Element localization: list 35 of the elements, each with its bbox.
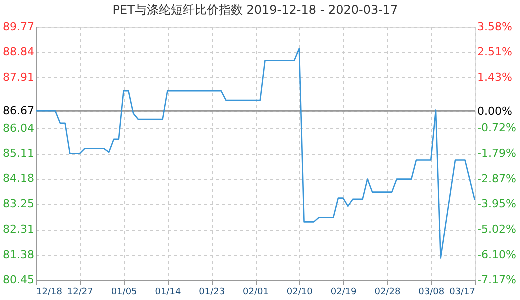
x-tick-label: 01/05 <box>111 288 138 298</box>
y2-tick-label: 0.00% <box>478 104 512 118</box>
y2-tick-label: -1.79% <box>478 146 516 160</box>
x-tick-label: 12/18 <box>36 288 63 298</box>
y-tick-label: 85.11 <box>3 147 34 160</box>
x-tick-label: 03/08 <box>418 288 445 298</box>
y-tick-label: 86.04 <box>3 122 34 135</box>
y-tick-label: 86.67 <box>3 104 34 118</box>
y-tick-label: 84.18 <box>3 172 34 186</box>
x-tick-label: 01/23 <box>199 288 226 298</box>
y-tick-label: 87.91 <box>3 70 34 84</box>
y2-tick-label: 2.51% <box>478 46 512 59</box>
chart-title: PET与涤纶短纤比价指数 2019-12-18 - 2020-03-17 <box>112 3 398 17</box>
y-tick-label: 88.84 <box>3 46 34 59</box>
x-tick-label: 02/19 <box>330 288 358 298</box>
y2-tick-label: -5.02% <box>478 222 516 236</box>
x-tick-label: 03/17 <box>450 288 476 298</box>
y2-tick-label: 1.43% <box>478 71 512 84</box>
y2-tick-label: -3.95% <box>478 198 516 211</box>
y-tick-label: 83.25 <box>3 197 34 210</box>
x-tick-label: 01/14 <box>155 288 182 298</box>
x-tick-label: 02/01 <box>243 288 269 298</box>
y-tick-label: 82.31 <box>3 223 34 236</box>
y-tick-label: 81.38 <box>3 248 34 262</box>
y2-tick-label: -6.10% <box>478 248 516 262</box>
y2-tick-label: -7.17% <box>478 274 516 286</box>
x-tick-label: 02/10 <box>286 288 314 298</box>
y-tick-label: 80.45 <box>3 274 34 286</box>
x-tick-label: 12/27 <box>67 288 94 298</box>
y2-tick-label: 3.58% <box>478 20 512 34</box>
x-tick-label: 02/28 <box>374 288 401 298</box>
y2-tick-label: -2.87% <box>478 172 516 186</box>
y-tick-label: 89.77 <box>3 20 34 34</box>
line-series <box>35 48 476 259</box>
y2-tick-label: -0.72% <box>478 122 516 135</box>
